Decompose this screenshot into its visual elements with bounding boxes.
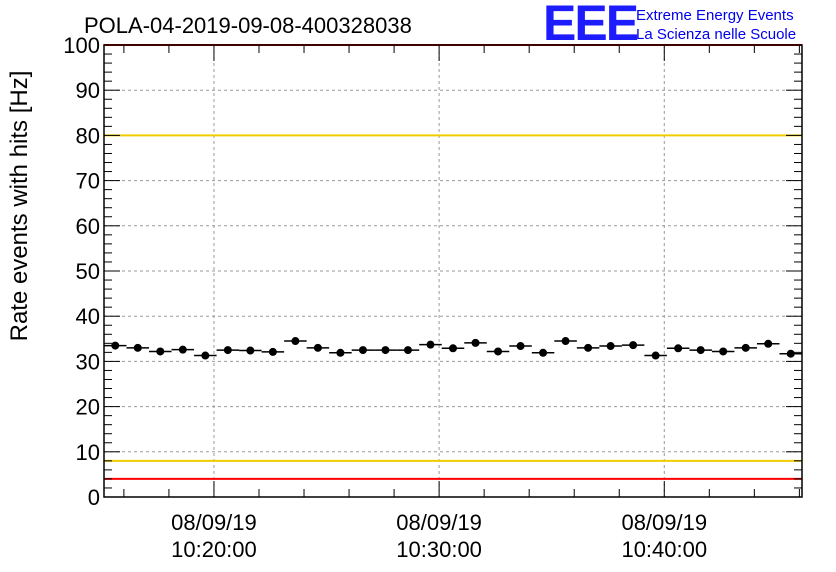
data-point <box>539 348 548 357</box>
data-point <box>629 341 638 350</box>
y-axis-label: Rate events with hits [Hz] <box>6 71 33 342</box>
y-tick-label: 0 <box>88 485 100 510</box>
data-point <box>426 340 435 349</box>
data-point <box>291 337 300 346</box>
logo-mark: EEE <box>543 0 638 51</box>
data-point <box>741 343 750 352</box>
axis-ticks <box>104 44 802 498</box>
data-point <box>606 342 615 351</box>
data-point <box>674 344 683 353</box>
y-tick-label: 40 <box>76 304 100 329</box>
tick-labels: 010203040506070809010008/09/1910:20:0008… <box>63 33 707 562</box>
x-tick-label-time: 10:30:00 <box>396 537 482 562</box>
logo-line1: Extreme Energy Events <box>636 7 794 24</box>
data-point <box>313 343 322 352</box>
data-point <box>651 351 660 360</box>
data-point <box>111 341 120 350</box>
data-point <box>381 346 390 355</box>
reference-lines <box>104 44 802 480</box>
data-points <box>104 337 802 360</box>
x-tick-label-date: 08/09/19 <box>621 510 707 535</box>
data-point <box>764 339 773 348</box>
grid-lines <box>104 44 802 498</box>
y-tick-label: 80 <box>76 123 100 148</box>
chart-title: POLA-04-2019-09-08-400328038 <box>84 13 412 38</box>
data-point <box>201 351 210 360</box>
x-tick-label-time: 10:40:00 <box>621 537 707 562</box>
data-point <box>133 343 142 352</box>
logo-line2: La Scienza nelle Scuole <box>636 26 796 43</box>
data-point <box>403 346 412 355</box>
data-point <box>516 342 525 351</box>
data-point <box>178 345 187 354</box>
data-point <box>719 347 728 356</box>
data-point <box>268 347 277 356</box>
y-tick-label: 10 <box>76 440 100 465</box>
y-tick-label: 60 <box>76 214 100 239</box>
data-point <box>223 346 232 355</box>
x-tick-label-date: 08/09/19 <box>171 510 257 535</box>
data-point <box>246 346 255 355</box>
data-point <box>561 337 570 346</box>
y-tick-label: 70 <box>76 169 100 194</box>
data-point <box>494 347 503 356</box>
y-tick-label: 50 <box>76 259 100 284</box>
y-tick-label: 90 <box>76 78 100 103</box>
data-point <box>449 344 457 353</box>
data-point <box>471 338 480 347</box>
y-tick-label: 20 <box>76 395 100 420</box>
data-point <box>156 347 165 356</box>
eee-logo: EEE Extreme Energy Events La Scienza nel… <box>543 0 796 51</box>
x-tick-label-date: 08/09/19 <box>396 510 482 535</box>
y-tick-label: 100 <box>63 33 100 58</box>
data-point <box>696 346 705 355</box>
data-point <box>584 343 593 352</box>
y-tick-label: 30 <box>76 349 100 374</box>
data-point <box>786 349 795 358</box>
data-point <box>336 348 345 357</box>
data-point <box>358 346 367 355</box>
x-tick-label-time: 10:20:00 <box>171 537 257 562</box>
